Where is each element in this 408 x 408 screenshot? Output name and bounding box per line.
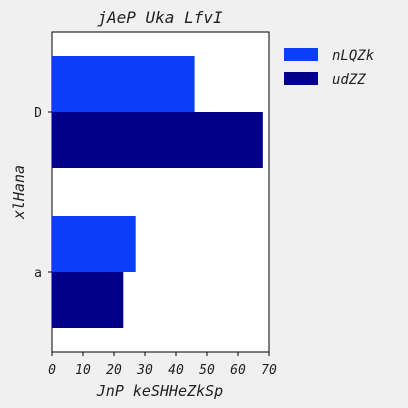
y-category-label: a <box>34 266 42 281</box>
x-tick-label: 50 <box>199 363 215 378</box>
x-axis-label: JnP keSHHeZkSp <box>96 382 223 400</box>
y-axis-label: xlHana <box>10 165 28 220</box>
legend-label-udZZ: udZZ <box>332 72 366 88</box>
bar-udZZ-D <box>52 112 263 168</box>
x-tick-label: 70 <box>261 363 277 378</box>
x-tick-label: 20 <box>106 363 122 378</box>
y-categories: Da <box>34 106 52 281</box>
bars-group <box>52 56 263 328</box>
x-tick-label: 0 <box>48 363 56 378</box>
x-tick-label: 10 <box>75 363 91 378</box>
legend-swatch-udZZ <box>284 72 318 85</box>
legend-label-nLQZk: nLQZk <box>332 48 375 64</box>
x-tick-label: 30 <box>136 363 153 378</box>
chart-title: jAeP Uka LfvI <box>97 8 223 27</box>
x-tick-label: 60 <box>230 363 246 378</box>
legend-swatch-nLQZk <box>284 48 318 61</box>
x-tick-label: 40 <box>168 363 184 378</box>
legend: nLQZk udZZ <box>284 48 375 88</box>
bar-nLQZk-D <box>52 56 195 112</box>
bar-nLQZk-a <box>52 216 136 272</box>
y-category-label: D <box>34 106 42 121</box>
bar-udZZ-a <box>52 272 124 328</box>
x-ticks: 0 10 20 30 40 50 60 70 <box>48 352 277 378</box>
